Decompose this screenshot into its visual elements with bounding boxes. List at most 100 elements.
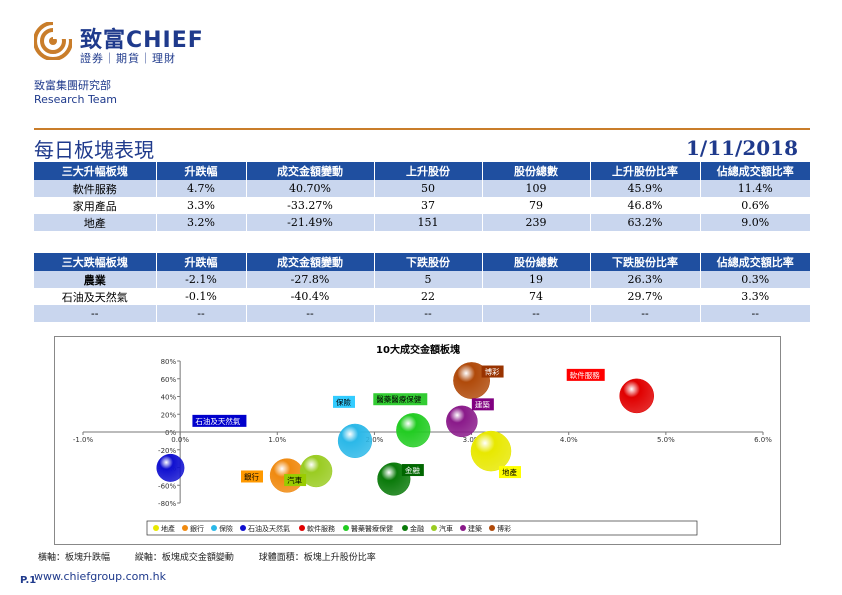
logo-swirl-icon <box>34 22 72 60</box>
bubble-1 <box>470 430 512 472</box>
bubble-5 <box>619 378 655 414</box>
bubble-9 <box>446 405 478 438</box>
data-label-box <box>192 414 247 427</box>
x-tick-label: 6.0% <box>754 436 772 444</box>
table-cell: 239 <box>482 214 591 231</box>
table-cell: -21.49% <box>246 214 375 231</box>
legend-label: 汽車 <box>439 524 453 533</box>
data-label: 醫藥醫療保健 <box>376 394 421 404</box>
header-divider <box>34 128 810 130</box>
sector-name: 農業 <box>34 271 157 288</box>
table-row: 地產 3.2% -21.49% 151 239 63.2% 9.0% <box>34 214 811 231</box>
x-tick-label: -1.0% <box>73 436 94 444</box>
table-cell: 151 <box>374 214 483 231</box>
table-cell: 5 <box>374 271 483 288</box>
table-cell: 45.9% <box>590 180 701 197</box>
column-header: 上升股份 <box>374 162 483 180</box>
report-date: 1/11/2018 <box>685 136 798 160</box>
table-row: 農業 -2.1% -27.8% 5 19 26.3% 0.3% <box>34 271 811 288</box>
column-header: 三大跌幅板塊 <box>34 253 157 271</box>
department: 致富集團研究部 Research Team <box>34 79 117 107</box>
table-cell: 9.0% <box>700 214 811 231</box>
table-cell: 26.3% <box>590 271 701 288</box>
table-cell: 19 <box>482 271 591 288</box>
table-cell: -- <box>482 305 591 322</box>
bubble-6 <box>396 413 431 448</box>
table-cell: 37 <box>374 197 483 214</box>
legend-marker <box>431 525 437 531</box>
legend-marker <box>299 525 305 531</box>
sector-name: 家用產品 <box>34 197 157 214</box>
data-label-box <box>333 395 355 408</box>
data-label: 軟件服務 <box>570 370 600 380</box>
table-header-row: 三大跌幅板塊 升跌幅 成交金額變動 下跌股份 股份總數 下跌股份比率 佔總成交額… <box>34 253 811 271</box>
logo-name: 致富CHIEF <box>80 28 204 53</box>
table-cell: -- <box>374 305 483 322</box>
data-label: 石油及天然氣 <box>195 416 240 426</box>
table-cell: 63.2% <box>590 214 701 231</box>
data-label-box <box>566 368 605 381</box>
bubble-chart-panel: 10大成交金額板塊80%60%40%20%0%-20%-40%-60%-80%-… <box>54 336 781 545</box>
table-cell: -- <box>700 305 811 322</box>
data-label-box <box>284 474 307 487</box>
column-header: 成交金額變動 <box>246 253 375 271</box>
x-tick-label: 0.0% <box>171 436 189 444</box>
legend-marker <box>343 525 349 531</box>
table-cell: -- <box>590 305 701 322</box>
data-label: 保險 <box>336 397 351 407</box>
column-header: 上升股份比率 <box>590 162 701 180</box>
column-header: 股份總數 <box>482 253 591 271</box>
table-cell: 79 <box>482 197 591 214</box>
column-header: 三大升幅板塊 <box>34 162 157 180</box>
y-tick-label: -80% <box>158 500 176 508</box>
table-cell: 3.3% <box>156 197 247 214</box>
y-tick-label: 20% <box>161 411 177 419</box>
legend-marker <box>402 525 408 531</box>
legend-label: 地產 <box>161 524 175 533</box>
table-cell: 0.3% <box>700 271 811 288</box>
table-cell: 109 <box>482 180 591 197</box>
legend-label: 建築 <box>468 524 482 533</box>
legend-marker <box>182 525 188 531</box>
bubble-chart: 10大成交金額板塊80%60%40%20%0%-20%-40%-60%-80%-… <box>73 343 772 536</box>
legend-label: 博彩 <box>497 524 511 533</box>
table-cell: -2.1% <box>156 271 247 288</box>
data-label: 汽車 <box>287 475 302 485</box>
legend-marker <box>489 525 495 531</box>
table-cell: 0.6% <box>700 197 811 214</box>
page-number: P.1 <box>20 575 37 586</box>
data-label: 地產 <box>502 467 517 477</box>
bubble-3 <box>337 423 373 459</box>
legend-box <box>146 520 698 536</box>
sector-name: 石油及天然氣 <box>34 288 157 305</box>
table-cell: -27.8% <box>246 271 375 288</box>
legend-marker <box>153 525 159 531</box>
bubble-10 <box>453 362 490 399</box>
data-label: 博彩 <box>485 367 500 377</box>
x-tick-label: 3.0% <box>463 436 481 444</box>
department-cn: 致富集團研究部 <box>34 79 111 92</box>
legend-label: 軟件服務 <box>307 524 335 533</box>
data-label: 建築 <box>475 399 490 409</box>
column-header: 佔總成交額比率 <box>700 162 811 180</box>
table-row: 家用產品 3.3% -33.27% 37 79 46.8% 0.6% <box>34 197 811 214</box>
logo-tagline: 證券｜期貨｜理財 <box>80 52 176 65</box>
legend-marker <box>211 525 217 531</box>
sector-name: -- <box>34 305 157 322</box>
column-header: 下跌股份比率 <box>590 253 701 271</box>
table-cell: 46.8% <box>590 197 701 214</box>
table-row: -- -- -- -- -- -- -- <box>34 305 811 322</box>
website-link[interactable]: www.chiefgroup.com.hk <box>34 570 166 583</box>
table-cell: 29.7% <box>590 288 701 305</box>
table-cell: -- <box>246 305 375 322</box>
legend-label: 石油及天然氣 <box>248 524 290 533</box>
legend-marker <box>460 525 466 531</box>
data-label: 金融 <box>405 465 420 475</box>
x-tick-label: 4.0% <box>560 436 578 444</box>
legend-label: 保險 <box>219 524 233 533</box>
chart-title: 10大成交金額板塊 <box>376 343 460 356</box>
column-header: 股份總數 <box>482 162 591 180</box>
chart-footnote: 橫軸：板塊升跌幅 縱軸：板塊成交金額變動 球體面積：板塊上升股份比率 <box>38 550 398 563</box>
table-cell: -- <box>156 305 247 322</box>
page-title: 每日板塊表現 <box>34 138 154 162</box>
